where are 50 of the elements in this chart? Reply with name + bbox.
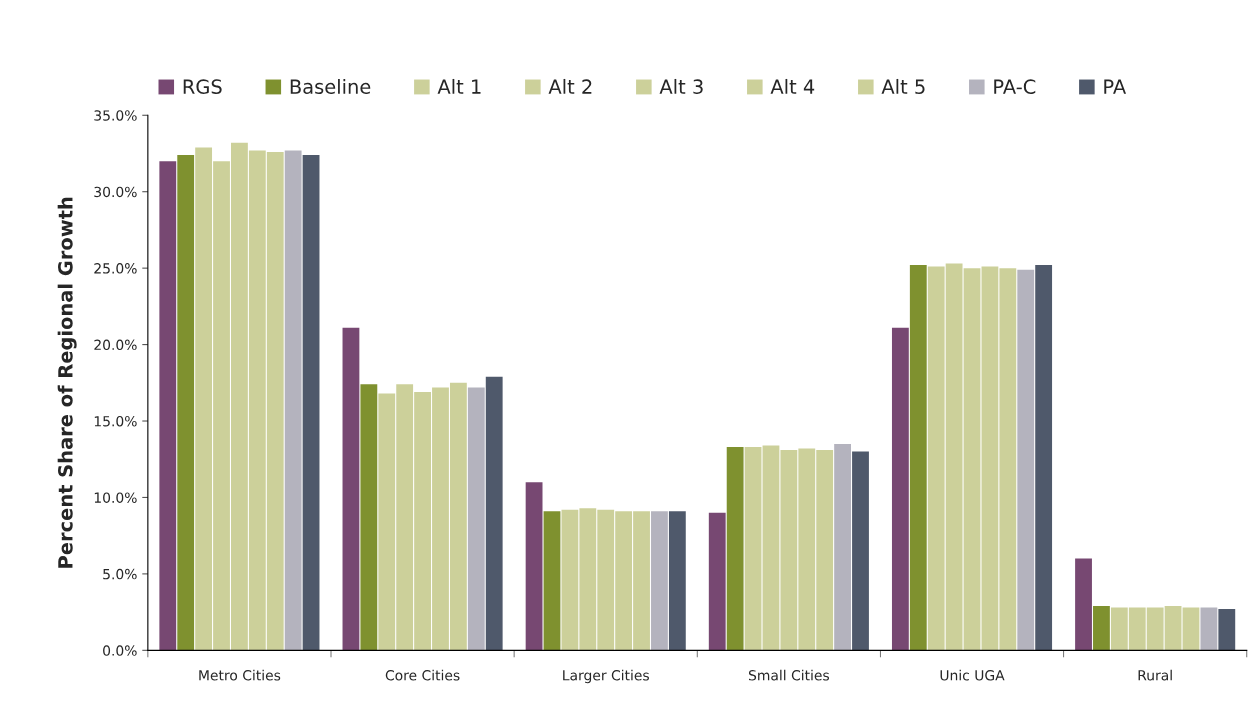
- x-tick-label: Small Cities: [748, 669, 830, 681]
- bar: [834, 443, 852, 651]
- y-tick-label: 25.0%: [94, 263, 137, 274]
- bar: [891, 327, 909, 651]
- bar: [744, 447, 762, 651]
- bar: [543, 511, 561, 651]
- legend-label: Baseline: [290, 78, 371, 95]
- y-tick-label: 0.0%: [103, 645, 137, 656]
- y-tick-label: 20.0%: [94, 339, 137, 351]
- bar: [177, 155, 195, 651]
- bar: [1200, 607, 1218, 651]
- y-tick-label: 10.0%: [94, 492, 137, 503]
- bar: [1182, 607, 1200, 651]
- x-tick-label: Larger Cities: [563, 669, 649, 684]
- bar: [1218, 609, 1236, 651]
- legend-label: PA: [1104, 79, 1127, 94]
- bar: [852, 451, 869, 651]
- bar: [1017, 269, 1035, 651]
- bar: [1093, 605, 1110, 651]
- bar: [342, 327, 360, 651]
- y-tick-label: 5.0%: [103, 568, 137, 580]
- legend-label: Alt 3: [659, 78, 703, 95]
- y-tick-label: 15.0%: [94, 415, 137, 427]
- bar: [668, 511, 686, 651]
- y-tick-label: 35.0%: [94, 110, 137, 121]
- x-tick-label: Rural: [1138, 669, 1172, 681]
- legend-label: PA-C: [994, 79, 1036, 95]
- bar: [360, 384, 378, 651]
- bar: [651, 511, 668, 651]
- bar: [708, 512, 726, 651]
- x-tick-label: Unic UGA: [940, 669, 1005, 681]
- bar: [284, 150, 302, 651]
- bar: [159, 161, 177, 651]
- bar: [1035, 265, 1053, 651]
- bar: [302, 155, 320, 651]
- legend-label: RGS: [183, 79, 222, 95]
- y-tick-label: 30.0%: [94, 186, 137, 198]
- bar: [485, 376, 503, 651]
- x-tick-label: Metro Cities: [199, 669, 281, 681]
- bar: [726, 447, 744, 651]
- bar: [467, 387, 485, 651]
- legend-label: Alt 5: [881, 78, 925, 95]
- legend-label: Alt 2: [548, 78, 592, 94]
- bar: [1075, 558, 1092, 651]
- x-tick-label: Core Cities: [385, 669, 460, 681]
- y-axis-title: Percent Share of Regional Growth: [57, 197, 77, 568]
- legend-label: Alt 4: [770, 78, 815, 94]
- bar: [525, 482, 543, 651]
- bar: [909, 265, 927, 651]
- legend-label: Alt 1: [437, 78, 481, 94]
